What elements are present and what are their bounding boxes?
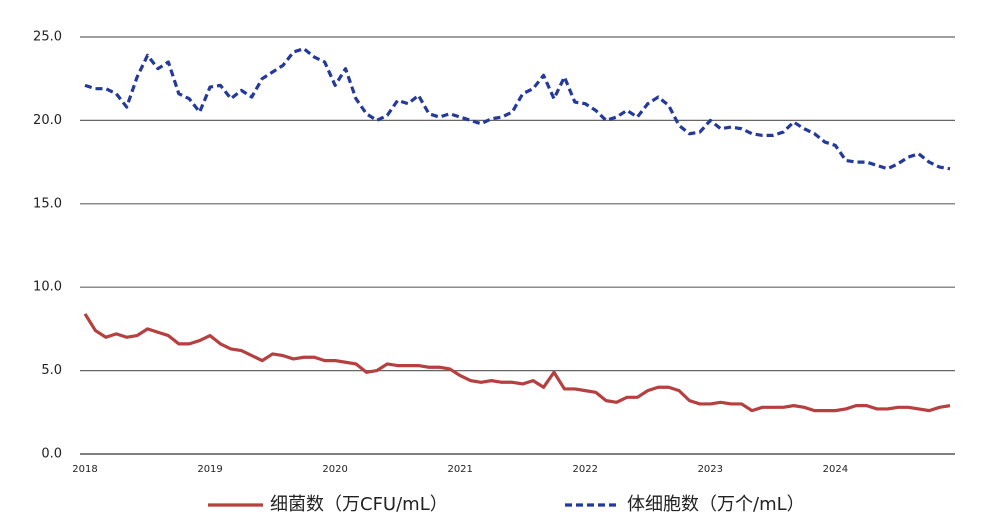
- legend-item: 细菌数（万CFU/mL）: [208, 494, 448, 515]
- y-tick-label: 15.0: [33, 196, 62, 211]
- y-tick-label: 5.0: [41, 363, 62, 378]
- x-tick-label: 2018: [72, 464, 97, 475]
- x-tick-label: 2019: [197, 464, 222, 475]
- y-tick-label: 20.0: [33, 113, 62, 128]
- series-line: [83, 313, 951, 413]
- series-line: [84, 47, 951, 171]
- legend-label: 细菌数（万CFU/mL）: [270, 494, 448, 515]
- x-tick-label: 2023: [698, 464, 723, 475]
- x-tick-label: 2024: [823, 464, 848, 475]
- x-tick-label: 2020: [322, 464, 347, 475]
- y-tick-label: 0.0: [41, 447, 62, 462]
- legend-item: 体细胞数（万个/mL）: [565, 494, 805, 515]
- x-tick-label: 2021: [447, 464, 472, 475]
- x-tick-label: 2022: [573, 464, 598, 475]
- y-tick-label: 10.0: [33, 280, 62, 295]
- y-tick-label: 25.0: [33, 30, 62, 45]
- legend-label: 体细胞数（万个/mL）: [627, 494, 805, 515]
